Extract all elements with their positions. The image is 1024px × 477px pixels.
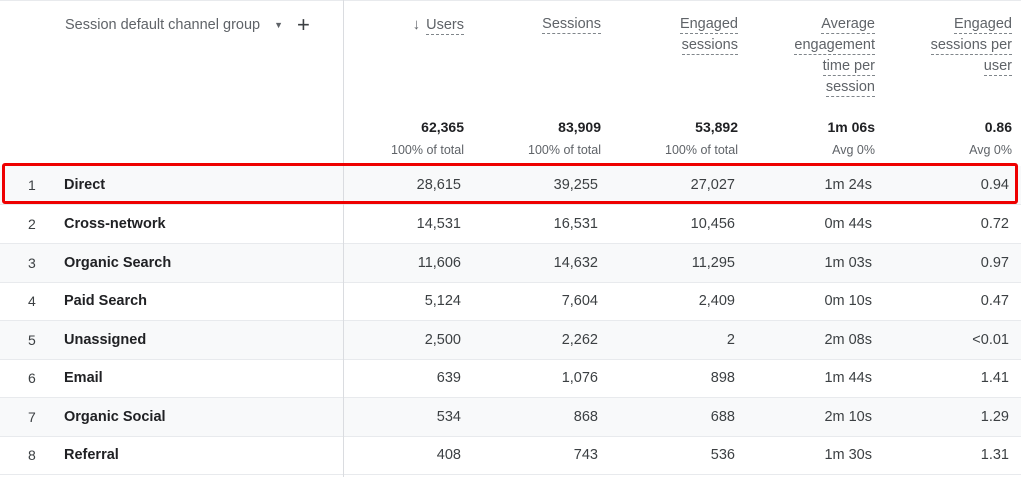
cell-engaged-sessions: 536 bbox=[710, 447, 735, 463]
channel-name[interactable]: Direct bbox=[64, 177, 106, 193]
row-index: 3 bbox=[28, 255, 36, 271]
cell-engaged-per-user: <0.01 bbox=[972, 332, 1009, 348]
channel-name[interactable]: Organic Search bbox=[64, 255, 172, 271]
cell-engaged-per-user: 1.31 bbox=[980, 447, 1009, 463]
cell-avg-engagement-time: 1m 03s bbox=[824, 255, 872, 271]
cell-sessions: 16,531 bbox=[553, 216, 598, 232]
column-header-avg-engagement-time[interactable]: Average engagement time per session bbox=[794, 16, 875, 97]
cell-avg-engagement-time: 2m 10s bbox=[824, 409, 872, 425]
total-users: 62,365 bbox=[421, 119, 464, 135]
arrow-down-icon: ↓ bbox=[412, 16, 421, 33]
cell-avg-engagement-time: 0m 10s bbox=[824, 293, 872, 309]
cell-sessions: 14,632 bbox=[553, 255, 598, 271]
top-border bbox=[0, 0, 1024, 1]
cell-avg-engagement-time: 1m 24s bbox=[824, 177, 872, 193]
cell-engaged-sessions: 11,295 bbox=[691, 255, 735, 271]
cell-users: 534 bbox=[436, 409, 461, 425]
table-row[interactable]: 7 Organic Social 534 868 688 2m 10s 1.29 bbox=[0, 398, 1021, 437]
total-avg-engagement-time-sub: Avg 0% bbox=[832, 143, 875, 157]
cell-sessions: 1,076 bbox=[561, 370, 598, 386]
table-row[interactable]: 5 Unassigned 2,500 2,262 2 2m 08s <0.01 bbox=[0, 321, 1021, 360]
channel-name[interactable]: Referral bbox=[64, 447, 119, 463]
cell-sessions: 39,255 bbox=[553, 177, 598, 193]
caret-down-icon[interactable]: ▼ bbox=[274, 20, 284, 30]
row-index: 4 bbox=[28, 293, 36, 309]
column-header-engaged-sessions[interactable]: Engaged sessions bbox=[679, 16, 738, 55]
table-row[interactable]: 2 Cross-network 14,531 16,531 10,456 0m … bbox=[0, 205, 1021, 244]
cell-engaged-per-user: 0.72 bbox=[980, 216, 1009, 232]
channel-name[interactable]: Cross-network bbox=[64, 216, 166, 232]
cell-engaged-per-user: 1.29 bbox=[980, 409, 1009, 425]
total-engaged-per-user-sub: Avg 0% bbox=[969, 143, 1012, 157]
cell-engaged-per-user: 0.97 bbox=[980, 255, 1009, 271]
plus-icon[interactable]: + bbox=[297, 12, 310, 37]
row-index: 1 bbox=[28, 177, 36, 193]
row-index: 6 bbox=[28, 370, 36, 386]
cell-users: 408 bbox=[436, 447, 461, 463]
column-header-engaged-sessions-per-user[interactable]: Engaged sessions per user bbox=[930, 16, 1012, 76]
right-edge bbox=[1021, 0, 1024, 477]
cell-engaged-sessions: 10,456 bbox=[690, 216, 735, 232]
cell-sessions: 743 bbox=[573, 447, 598, 463]
channel-name[interactable]: Email bbox=[64, 370, 103, 386]
channel-name[interactable]: Unassigned bbox=[64, 332, 147, 348]
cell-engaged-per-user: 1.41 bbox=[980, 370, 1009, 386]
total-avg-engagement-time: 1m 06s bbox=[827, 119, 875, 135]
cell-users: 5,124 bbox=[424, 293, 461, 309]
cell-engaged-per-user: 0.94 bbox=[980, 177, 1009, 193]
cell-avg-engagement-time: 1m 44s bbox=[824, 370, 872, 386]
cell-engaged-sessions: 27,027 bbox=[690, 177, 735, 193]
cell-sessions: 7,604 bbox=[561, 293, 598, 309]
total-engaged-sessions-sub: 100% of total bbox=[665, 143, 738, 157]
channel-name[interactable]: Organic Social bbox=[64, 409, 166, 425]
column-header-users[interactable]: ↓ Users bbox=[412, 16, 464, 35]
row-index: 2 bbox=[28, 216, 36, 232]
total-engaged-sessions: 53,892 bbox=[695, 119, 738, 135]
table-row[interactable]: 4 Paid Search 5,124 7,604 2,409 0m 10s 0… bbox=[0, 282, 1021, 321]
column-header-sessions[interactable]: Sessions bbox=[542, 16, 601, 34]
cell-engaged-sessions: 2,409 bbox=[698, 293, 735, 309]
channel-name[interactable]: Paid Search bbox=[64, 293, 148, 309]
cell-sessions: 2,262 bbox=[561, 332, 598, 348]
table-row[interactable]: 3 Organic Search 11,606 14,632 11,295 1m… bbox=[0, 244, 1021, 283]
cell-avg-engagement-time: 0m 44s bbox=[824, 216, 872, 232]
row-index: 8 bbox=[28, 447, 36, 463]
cell-sessions: 868 bbox=[573, 409, 598, 425]
cell-users: 28,615 bbox=[416, 177, 461, 193]
total-sessions-sub: 100% of total bbox=[528, 143, 601, 157]
cell-users: 11,606 bbox=[417, 255, 461, 271]
total-users-sub: 100% of total bbox=[391, 143, 464, 157]
cell-engaged-sessions: 2 bbox=[726, 332, 735, 348]
cell-users: 14,531 bbox=[416, 216, 461, 232]
row-index: 7 bbox=[28, 409, 36, 425]
cell-avg-engagement-time: 2m 08s bbox=[824, 332, 872, 348]
dimension-column-divider-overlay bbox=[343, 0, 344, 477]
dimension-header[interactable]: Session default channel group ▼ + bbox=[65, 12, 310, 37]
total-engaged-per-user: 0.86 bbox=[984, 119, 1012, 135]
table-row[interactable]: 6 Email 639 1,076 898 1m 44s 1.41 bbox=[0, 359, 1021, 398]
row-index: 5 bbox=[28, 332, 36, 348]
total-sessions: 83,909 bbox=[558, 119, 601, 135]
dimension-header-label: Session default channel group bbox=[65, 17, 261, 33]
table-row[interactable]: 8 Referral 408 743 536 1m 30s 1.31 bbox=[0, 436, 1021, 475]
cell-users: 639 bbox=[436, 370, 461, 386]
cell-users: 2,500 bbox=[424, 332, 461, 348]
cell-engaged-sessions: 688 bbox=[710, 409, 735, 425]
cell-engaged-per-user: 0.47 bbox=[980, 293, 1009, 309]
table-row[interactable]: 1 Direct 28,615 39,255 27,027 1m 24s 0.9… bbox=[0, 166, 1021, 205]
cell-avg-engagement-time: 1m 30s bbox=[824, 447, 872, 463]
cell-engaged-sessions: 898 bbox=[710, 370, 735, 386]
